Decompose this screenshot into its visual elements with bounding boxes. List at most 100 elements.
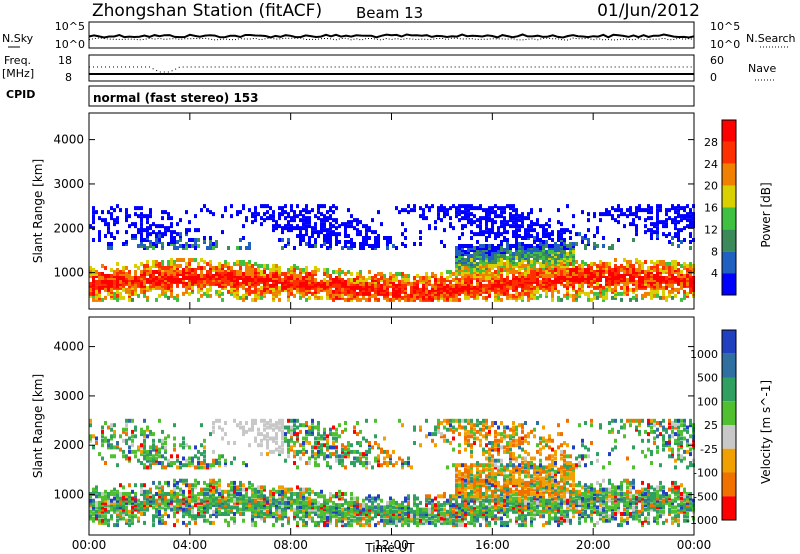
- velocity-cell: [227, 492, 230, 496]
- velocity-cell: [314, 523, 317, 528]
- power-cell: [92, 287, 95, 292]
- power-cell: [194, 214, 197, 219]
- power-cell: [239, 260, 242, 264]
- power-cell: [332, 270, 335, 274]
- power-cell: [128, 297, 131, 302]
- velocity-cell: [221, 427, 224, 432]
- velocity-cell: [128, 514, 131, 519]
- power-cell: [185, 285, 188, 290]
- power-cell: [197, 262, 200, 266]
- velocity-cell: [305, 438, 308, 443]
- y-tick-label: 4000: [53, 133, 84, 147]
- velocity-cell: [143, 489, 146, 494]
- velocity-cell: [236, 496, 239, 501]
- velocity-cell: [152, 514, 155, 519]
- velocity-cell: [356, 520, 359, 525]
- velocity-cell: [164, 512, 167, 516]
- power-cell: [305, 224, 308, 229]
- velocity-cell: [290, 498, 293, 503]
- velocity-cell: [320, 516, 323, 521]
- power-cell: [464, 224, 467, 229]
- power-cell: [173, 260, 176, 264]
- velocity-cell: [248, 507, 251, 512]
- power-cell: [347, 246, 350, 250]
- velocity-cell: [95, 503, 98, 508]
- velocity-cell: [134, 507, 137, 512]
- power-cell: [476, 246, 479, 250]
- velocity-cell: [302, 436, 305, 441]
- power-cell: [188, 283, 191, 288]
- power-cell: [674, 226, 677, 231]
- power-cell: [662, 232, 665, 237]
- power-cell: [659, 220, 662, 225]
- velocity-cell: [146, 496, 149, 501]
- power-cell: [470, 244, 473, 248]
- velocity-cell: [200, 452, 203, 457]
- power-cell: [314, 214, 317, 219]
- power-cell: [674, 206, 677, 211]
- power-cell: [503, 206, 506, 211]
- power-cell: [293, 218, 296, 223]
- velocity-cell: [140, 489, 143, 494]
- velocity-cell: [296, 507, 299, 512]
- power-cell: [176, 240, 179, 244]
- power-cell: [353, 218, 356, 223]
- velocity-cell: [260, 452, 263, 457]
- power-cell: [575, 242, 578, 246]
- velocity-cell: [209, 505, 212, 510]
- power-cell: [464, 210, 467, 215]
- power-cell: [569, 230, 572, 235]
- velocity-cell: [233, 485, 236, 490]
- velocity-cell: [227, 520, 230, 525]
- velocity-cell: [173, 505, 176, 510]
- velocity-cell: [341, 492, 344, 496]
- power-cell: [137, 228, 140, 233]
- velocity-cell: [131, 509, 134, 514]
- velocity-cell: [92, 505, 95, 510]
- velocity-cell: [350, 514, 353, 519]
- power-cell: [578, 272, 581, 276]
- velocity-cell: [197, 512, 200, 516]
- velocity-cell: [92, 492, 95, 496]
- power-cell: [653, 262, 656, 266]
- velocity-cell: [254, 507, 257, 512]
- power-cell: [128, 214, 131, 219]
- power-cell: [140, 236, 143, 240]
- power-cell: [476, 281, 479, 286]
- velocity-cell: [215, 461, 218, 465]
- velocity-cell: [212, 489, 215, 494]
- power-cell: [359, 270, 362, 274]
- power-cell: [104, 266, 107, 270]
- power-cell: [686, 281, 689, 286]
- power-cell: [602, 285, 605, 290]
- power-cell: [587, 276, 590, 280]
- velocity-cell: [293, 449, 296, 454]
- velocity-cell: [239, 512, 242, 516]
- power-cell: [608, 246, 611, 250]
- power-cell: [437, 206, 440, 211]
- power-cell: [524, 264, 527, 268]
- power-cell: [365, 281, 368, 286]
- velocity-cell: [125, 500, 128, 505]
- velocity-cell: [257, 489, 260, 494]
- velocity-cell: [272, 487, 275, 492]
- velocity-cell: [290, 427, 293, 432]
- power-cell: [686, 224, 689, 229]
- power-cell: [494, 276, 497, 280]
- freq-label: Freq.: [4, 54, 31, 67]
- velocity-cell: [353, 449, 356, 454]
- velocity-cell: [269, 494, 272, 499]
- velocity-cell: [173, 523, 176, 528]
- beam-label: Beam 13: [356, 4, 423, 22]
- power-cell: [350, 214, 353, 219]
- velocity-cell: [317, 423, 320, 428]
- velocity-cell: [224, 498, 227, 503]
- power-cell: [629, 287, 632, 292]
- power-cell: [353, 226, 356, 231]
- power-cell: [212, 266, 215, 270]
- power-cell: [209, 264, 212, 268]
- velocity-cell: [269, 512, 272, 516]
- velocity-cell: [263, 485, 266, 490]
- power-cell: [563, 238, 566, 242]
- velocity-cell: [341, 503, 344, 508]
